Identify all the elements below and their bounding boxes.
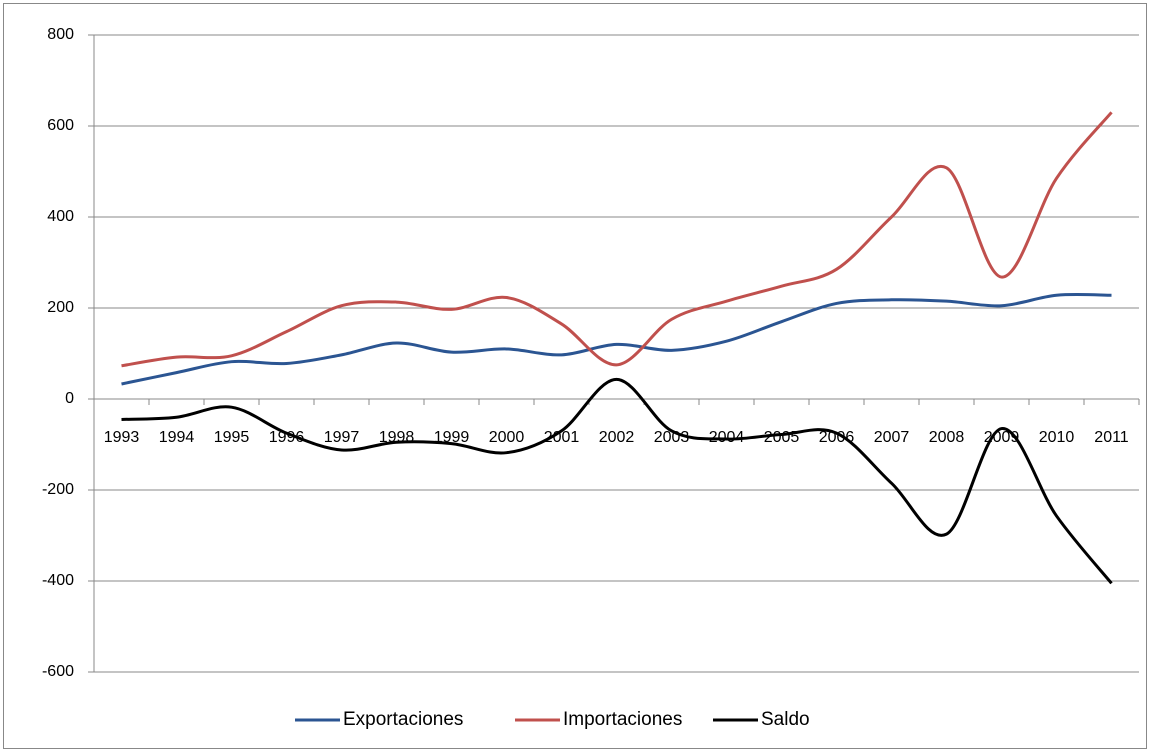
x-tick-label: 1993 [104, 429, 140, 446]
y-tick-label: 400 [47, 208, 74, 225]
x-tick-label: 2007 [874, 429, 910, 446]
legend-label: Importaciones [563, 709, 682, 730]
x-tick-label: 1996 [269, 429, 305, 446]
x-tick-label: 1994 [159, 429, 195, 446]
x-tick-label: 2001 [544, 429, 580, 446]
y-tick-label: -600 [42, 663, 74, 680]
x-tick-label: 1995 [214, 429, 250, 446]
x-tick-label: 2002 [599, 429, 635, 446]
y-tick-label: 0 [65, 390, 74, 407]
legend-label: Saldo [761, 709, 810, 730]
series-line [121, 377, 1113, 585]
x-tick-label: 2006 [819, 429, 855, 446]
y-tick-label: 800 [47, 26, 74, 43]
y-tick-label: -200 [42, 481, 74, 498]
x-tick-label: 2010 [1039, 429, 1075, 446]
legend-label: Exportaciones [343, 709, 463, 730]
y-tick-label: 600 [47, 117, 74, 134]
series-line [121, 111, 1113, 368]
x-tick-label: 2000 [489, 429, 525, 446]
x-tick-label: 1997 [324, 429, 360, 446]
chart-border [3, 3, 1147, 749]
y-tick-label: 200 [47, 299, 74, 316]
x-tick-label: 2008 [929, 429, 965, 446]
x-tick-label: 2011 [1094, 429, 1129, 446]
series-line [121, 292, 1112, 386]
y-tick-label: -400 [42, 572, 74, 589]
